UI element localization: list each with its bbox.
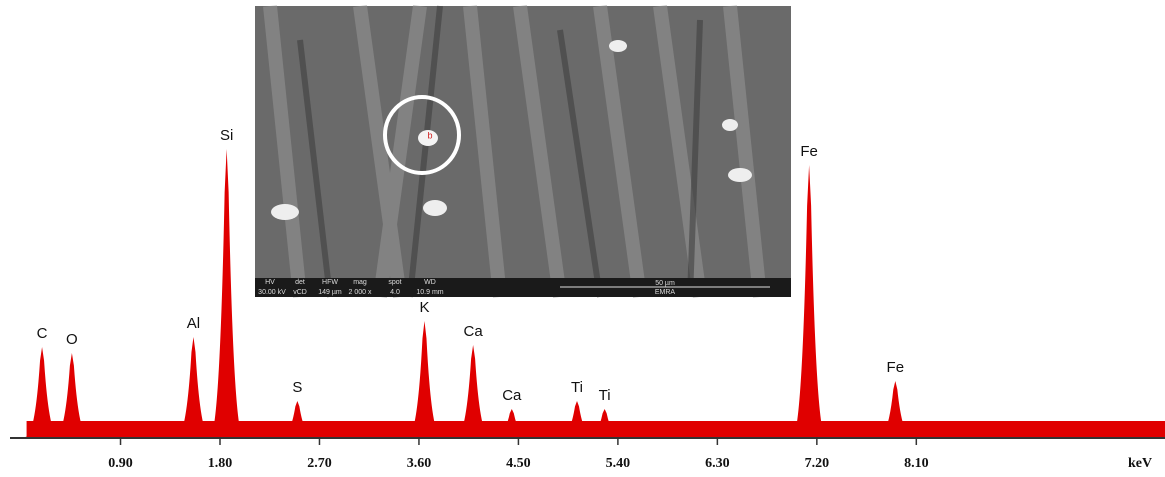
- peak: [209, 149, 244, 437]
- background-continuum: [26, 421, 1165, 437]
- fibers: [263, 5, 767, 298]
- inset-label: vCD: [293, 289, 307, 296]
- particle: [722, 119, 738, 131]
- peak-label: K: [419, 299, 429, 316]
- info-bar: [255, 278, 791, 297]
- particle: [609, 40, 627, 52]
- inset-label: 2 000 x: [349, 289, 372, 296]
- peak-label: Fe: [887, 359, 905, 376]
- x-tick-label: 0.90: [108, 456, 133, 471]
- x-tick-label: 5.40: [606, 456, 631, 471]
- particle: [728, 168, 752, 182]
- inset-label: spot: [388, 279, 401, 286]
- peak-label: Ca: [502, 387, 522, 404]
- inset-label: mag: [353, 279, 367, 286]
- inset-label: 10.9 mm: [416, 289, 443, 296]
- peak: [494, 409, 529, 437]
- peak-label: Ti: [599, 387, 611, 404]
- inset-label: 30.00 kV: [258, 289, 286, 296]
- inset-label: HV: [265, 279, 275, 286]
- peak-label: S: [292, 379, 302, 396]
- circle-marker: [383, 95, 461, 175]
- inset-label: det: [295, 279, 305, 286]
- peak-label: Al: [187, 315, 200, 332]
- peak: [407, 321, 442, 437]
- peak: [176, 337, 211, 437]
- x-tick-label: 8.10: [904, 456, 929, 471]
- particle: [418, 130, 438, 146]
- x-tick-label: 4.50: [506, 456, 531, 471]
- peak: [587, 409, 622, 437]
- inset-label: HFW: [322, 279, 338, 286]
- peak-label: C: [37, 325, 48, 342]
- x-axis-label: keV: [1128, 456, 1152, 471]
- x-tick-label: 2.70: [307, 456, 332, 471]
- peak: [878, 381, 913, 437]
- peak: [560, 401, 594, 437]
- inset-label: 50 µm: [655, 280, 675, 287]
- peak-label: Ti: [571, 379, 583, 396]
- peak: [280, 401, 315, 437]
- peak: [792, 165, 826, 437]
- inset-marker: b: [427, 130, 432, 140]
- particle: [271, 204, 299, 220]
- peak-label: Si: [220, 127, 233, 144]
- inset-label: 149 µm: [318, 289, 342, 296]
- peak: [456, 345, 490, 437]
- particle: [423, 200, 447, 216]
- fiber-shadows: [297, 5, 703, 298]
- sem-inset: b: [255, 5, 791, 298]
- peak: [55, 353, 89, 437]
- inset-label: WD: [424, 279, 436, 286]
- peak: [25, 347, 59, 437]
- inset-label: 4.0: [390, 289, 400, 296]
- peak-label: Fe: [800, 143, 818, 160]
- x-tick-label: 1.80: [208, 456, 233, 471]
- peak-label: Ca: [464, 323, 484, 340]
- x-tick-label: 7.20: [805, 456, 830, 471]
- inset-label: EMRA: [655, 289, 676, 296]
- x-tick-label: 6.30: [705, 456, 730, 471]
- x-tick-label: 3.60: [407, 456, 432, 471]
- peak-label: O: [66, 331, 78, 348]
